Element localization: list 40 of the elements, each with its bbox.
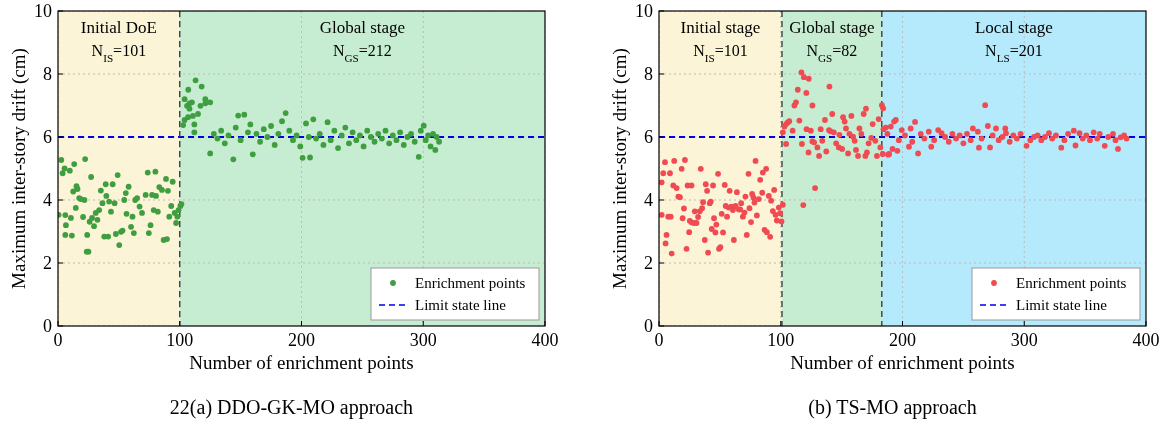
y-tick-label: 10	[34, 1, 52, 21]
legend-label: Limit state line	[415, 297, 507, 313]
band-label: Initial stage	[680, 18, 761, 37]
legend-label: Enrichment points	[415, 275, 526, 291]
x-tick-label: 100	[767, 330, 795, 350]
legend-label: Enrichment points	[1016, 275, 1127, 291]
x-axis-title: Number of enrichment points	[189, 352, 414, 373]
text: 22(a) DDO-GK-MO approach	[169, 396, 414, 419]
x-tick-label: 200	[288, 330, 315, 350]
annotation: N$_{GS}$=82	[806, 42, 858, 64]
y-tick-label: 6	[644, 127, 653, 147]
y-tick-label: 4	[43, 190, 52, 210]
x-axis-title: Number of enrichment points	[790, 352, 1015, 373]
x-tick-label: 100	[166, 330, 194, 350]
band-label: Global stage	[319, 18, 406, 37]
y-tick-label: 0	[644, 316, 653, 336]
y-tick-label: 4	[644, 190, 653, 210]
band-label: Local stage	[974, 18, 1053, 37]
y-tick-label: 2	[644, 253, 653, 273]
y-axis-title: Maximum inter-story drift (cm)	[609, 48, 631, 289]
x-tick-label: 400	[1132, 330, 1160, 350]
legend-label: Limit state line	[1016, 297, 1108, 313]
y-axis-title: Maximum inter-story drift (cm)	[8, 48, 30, 289]
y-tick-label: 6	[43, 127, 52, 147]
band-label: Initial DoE	[80, 18, 157, 37]
annotation: N$_{LS}$=201	[985, 42, 1043, 64]
y-tick-label: 10	[635, 1, 653, 21]
x-tick-label: 300	[409, 330, 437, 350]
y-tick-label: 8	[644, 64, 653, 84]
x-tick-label: 300	[1010, 330, 1038, 350]
y-tick-label: 0	[43, 316, 52, 336]
x-tick-label: 400	[531, 330, 559, 350]
band-label: Global stage	[789, 18, 875, 37]
y-tick-label: 2	[43, 253, 52, 273]
x-tick-label: 200	[889, 330, 916, 350]
annotation: N$_{IS}$=101	[91, 42, 147, 64]
y-tick-label: 8	[43, 64, 52, 84]
text: (b) TS-MO approach	[808, 396, 977, 419]
annotation: N$_{IS}$=101	[693, 42, 748, 64]
annotation: N$_{GS}$=212	[332, 42, 392, 64]
